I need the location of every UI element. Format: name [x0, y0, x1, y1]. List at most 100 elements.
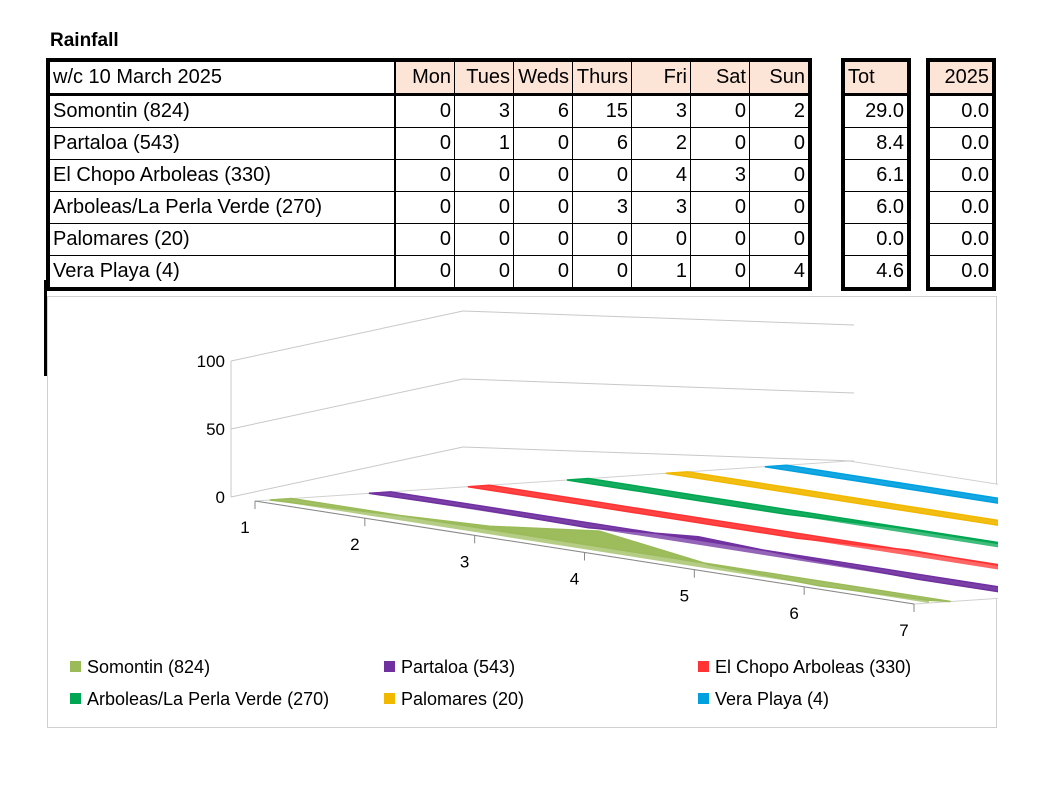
rain-value: 0	[690, 223, 750, 256]
legend-label: Arboleas/La Perla Verde (270)	[87, 689, 329, 709]
legend-swatch	[70, 693, 81, 704]
total-value: 29.0	[865, 100, 904, 122]
rain-value: 0	[793, 132, 805, 154]
series-area	[764, 464, 998, 504]
rain-value: 0	[395, 159, 455, 192]
total-value: 0.0	[876, 228, 904, 250]
week-label: w/c 10 March 2025	[48, 60, 396, 95]
rain-value: 15	[572, 94, 632, 128]
page-title: Rainfall	[50, 30, 119, 51]
y-tick-label: 50	[206, 420, 225, 439]
day-header: Fri	[631, 60, 691, 95]
rain-value: 0	[454, 255, 514, 289]
year-value: 0.0	[961, 196, 989, 218]
x-tick-label: 2	[350, 535, 359, 554]
day-header: Mon	[395, 60, 455, 95]
rain-value: 0	[513, 127, 573, 160]
legend-swatch	[698, 693, 709, 704]
day-header: Tues	[454, 60, 514, 95]
gridline-left	[230, 446, 464, 498]
total-row: 8.4	[843, 128, 909, 160]
total-row: 6.0	[843, 192, 909, 224]
x-tick-label: 1	[240, 518, 249, 537]
year-value: 0.0	[961, 100, 989, 122]
series-face	[269, 500, 929, 603]
series-face	[368, 493, 998, 592]
year-row: 0.0	[928, 256, 994, 289]
legend-label: Partaloa (543)	[401, 657, 515, 677]
series-area	[467, 484, 998, 566]
day-header: Sat	[690, 60, 750, 95]
station-name: Palomares (20)	[48, 223, 396, 256]
year-header-row: 2025	[928, 60, 994, 95]
total-value: 8.4	[876, 132, 904, 154]
rainfall-table: w/c 10 March 2025 Mon Tues Weds Thurs Fri Sat S…	[46, 58, 812, 291]
rain-value: 3	[454, 94, 514, 128]
rain-value: 0	[572, 255, 632, 289]
rain-value: 0	[690, 255, 750, 289]
rain-value: 0	[572, 223, 632, 256]
rain-value: 0	[690, 94, 750, 128]
legend-swatch	[70, 661, 81, 672]
total-header: Tot	[843, 60, 909, 95]
x-tick-label: 3	[460, 552, 469, 571]
gridline-left	[230, 310, 464, 362]
station-name: El Chopo Arboleas (330)	[48, 159, 396, 192]
year-row: 0.0	[928, 128, 994, 160]
year-row: 0.0	[928, 192, 994, 224]
rain-value: 3	[631, 191, 691, 224]
x-tick-label: 5	[680, 587, 689, 606]
rain-value: 0	[513, 255, 573, 289]
rain-value: 0	[454, 159, 514, 192]
table-row: Arboleas/La Perla Verde (270) 0 0 0 3 3 0 0	[48, 191, 810, 224]
rain-value: 0	[513, 191, 573, 224]
x-tick-label: 7	[899, 621, 908, 640]
rain-value: 0	[793, 196, 805, 218]
total-row: 6.1	[843, 160, 909, 192]
legend-label: Palomares (20)	[401, 689, 524, 709]
rain-value: 4	[793, 260, 805, 282]
year-row: 0.0	[928, 160, 994, 192]
legend-label: Somontin (824)	[87, 657, 210, 677]
rain-value: 0	[793, 164, 805, 186]
gridline-back	[462, 446, 855, 462]
day-header: Sun	[749, 60, 810, 95]
rain-value: 0	[454, 191, 514, 224]
station-name: Arboleas/La Perla Verde (270)	[48, 191, 396, 224]
rain-value: 0	[395, 127, 455, 160]
day-header: Weds	[513, 60, 573, 95]
y-tick-label: 0	[216, 488, 225, 507]
year-row: 0.0	[928, 95, 994, 128]
rain-value: 0	[454, 223, 514, 256]
day-header: Thurs	[572, 60, 632, 95]
rain-value: 2	[631, 127, 691, 160]
x-tick-label: 6	[789, 604, 798, 623]
rain-value: 0	[572, 159, 632, 192]
rain-value: 3	[572, 191, 632, 224]
gridline-back	[462, 378, 855, 394]
total-header-row: Tot	[843, 60, 909, 95]
year-row: 0.0	[928, 224, 994, 256]
year-value: 0.0	[961, 164, 989, 186]
legend-label: El Chopo Arboleas (330)	[715, 657, 911, 677]
legend-swatch	[698, 661, 709, 672]
table-row: Vera Playa (4) 0 0 0 0 1 0 4	[48, 255, 810, 289]
y-tick-label: 100	[197, 352, 225, 371]
rain-value: 0	[395, 191, 455, 224]
rain-value: 0	[631, 223, 691, 256]
total-row: 4.6	[843, 256, 909, 289]
gridline-back	[462, 310, 855, 326]
table-border-line	[44, 280, 47, 376]
rain-value: 0	[395, 94, 455, 128]
rain-value: 6	[513, 94, 573, 128]
rain-value: 0	[690, 191, 750, 224]
year-value: 0.0	[961, 132, 989, 154]
rain-value: 0	[690, 127, 750, 160]
gridline-left	[230, 378, 464, 430]
station-name: Somontin (824)	[48, 94, 396, 128]
rainfall-chart: 0 50 100 1 2 3 4 5 6 7 Somontin (824) Partaloa (543…	[47, 296, 998, 728]
rain-value: 0	[793, 228, 805, 250]
total-value: 4.6	[876, 260, 904, 282]
rain-value: 2	[793, 100, 805, 122]
year-value: 0.0	[961, 260, 989, 282]
